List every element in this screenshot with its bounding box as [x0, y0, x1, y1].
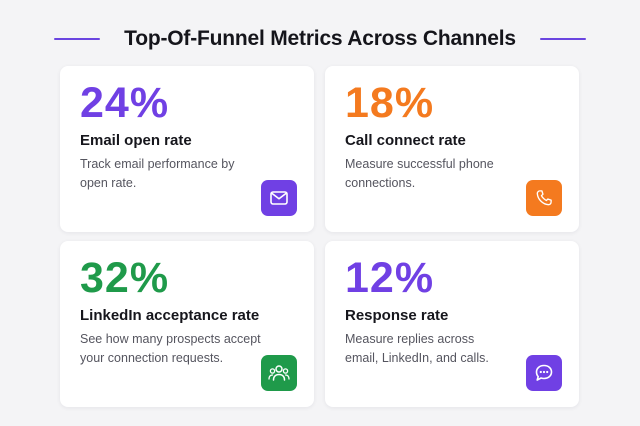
metric-description: Track email performance by open rate.	[80, 157, 235, 190]
metric-description: Measure replies across email, LinkedIn, …	[345, 332, 489, 365]
header-right-line	[539, 38, 586, 40]
metric-card-linkedin: 32% LinkedIn acceptance rate See how man…	[60, 241, 314, 407]
metric-title: Email open rate	[80, 132, 192, 149]
chat-icon	[526, 355, 562, 391]
metric-value: 12%	[345, 254, 435, 302]
metric-value: 32%	[80, 254, 170, 302]
metric-value: 18%	[345, 79, 435, 127]
metric-title: LinkedIn acceptance rate	[80, 307, 260, 324]
metric-card-call: 18% Call connect rate Measure successful…	[325, 66, 579, 232]
header-left-line	[54, 38, 101, 40]
people-icon	[261, 355, 297, 391]
mail-icon	[261, 180, 297, 216]
metric-description: Measure successful phone connections.	[345, 157, 494, 190]
metric-description: See how many prospects accept your conne…	[80, 332, 261, 365]
phone-icon	[526, 180, 562, 216]
header: Top-Of-Funnel Metrics Across Channels	[0, 22, 640, 56]
metric-title: Call connect rate	[345, 132, 466, 149]
metric-value: 24%	[80, 79, 170, 127]
metric-card-response: 12% Response rate Measure replies across…	[325, 241, 579, 407]
metric-title: Response rate	[345, 307, 449, 324]
page-title: Top-Of-Funnel Metrics Across Channels	[124, 27, 516, 50]
metric-card-email: 24% Email open rate Track email performa…	[60, 66, 314, 232]
